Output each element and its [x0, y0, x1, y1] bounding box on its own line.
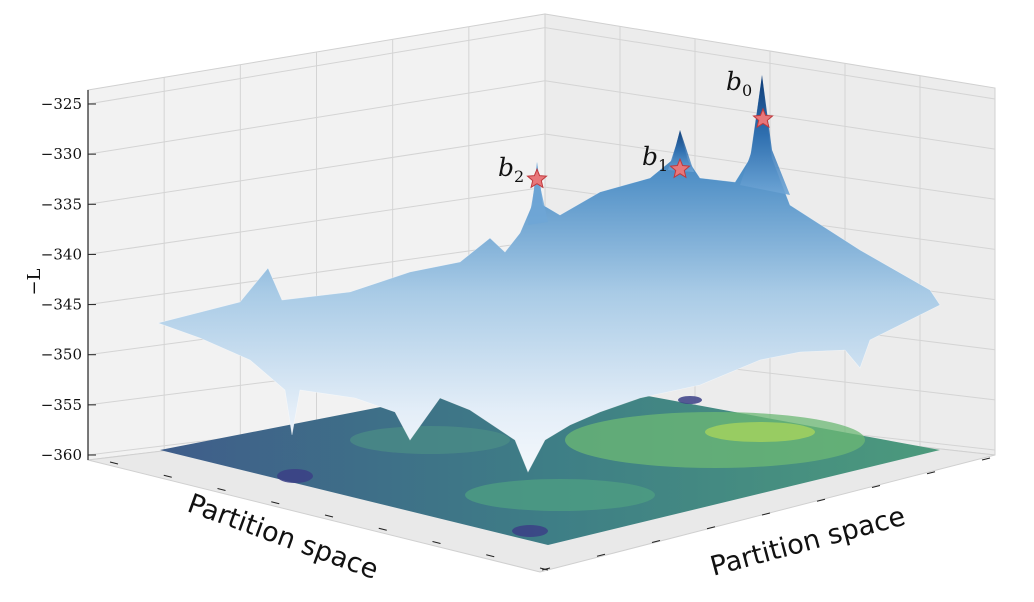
y-tick [761, 512, 771, 516]
z-tick-label: −345 [41, 296, 82, 314]
z-ticks: −325 −330 −335 −340 −345 −350 −355 −360 [41, 95, 96, 464]
z-tick-label: −335 [41, 195, 82, 213]
contour-region [512, 525, 548, 537]
x-tick [109, 461, 119, 465]
peak-b1 [668, 130, 694, 172]
x-tick [271, 501, 280, 505]
y-tick [706, 526, 716, 530]
grid-line [87, 186, 546, 255]
z-tick-label: −340 [41, 245, 82, 263]
contour-floor [160, 376, 940, 545]
grid-line [87, 80, 546, 155]
z-axis: −325 −330 −335 −340 −345 −350 −355 −360 −L [24, 90, 96, 464]
peak-star-marker [752, 107, 774, 129]
peak-star-marker [526, 167, 548, 189]
contour-region [678, 396, 702, 404]
peak-b2 [528, 162, 548, 225]
contour-region [350, 426, 510, 454]
peak-star-marker [669, 157, 691, 179]
x-tick [539, 567, 549, 571]
z-axis-title: −L [24, 268, 45, 295]
z-tick-label: −325 [41, 95, 82, 113]
grid-line [87, 239, 546, 306]
surface [156, 74, 941, 473]
y-tick [926, 471, 936, 475]
z-tick-label: −330 [41, 145, 82, 163]
grid-line [544, 27, 996, 100]
y-tick [816, 498, 826, 502]
y-tick [596, 553, 606, 557]
contour-region [277, 469, 313, 483]
floor-ticks [109, 457, 991, 571]
y-tick [981, 457, 991, 461]
x-tick [486, 554, 495, 558]
z-tick-label: −360 [41, 446, 82, 464]
x-tick [163, 474, 172, 478]
grid-line [87, 133, 546, 205]
x-tick [432, 541, 441, 544]
z-tick-label: −350 [41, 346, 82, 364]
y-tick [651, 540, 661, 543]
contour-region [465, 479, 655, 511]
x-tick [217, 488, 226, 491]
y-tick [871, 485, 881, 488]
peak-b0 [740, 75, 790, 195]
grid-line [544, 80, 996, 150]
x-tick [378, 527, 387, 531]
z-tick-label: −355 [41, 396, 82, 414]
grid-line [87, 27, 546, 105]
contour-region [705, 422, 815, 442]
x-tick [324, 514, 334, 518]
contour-region [565, 412, 865, 468]
